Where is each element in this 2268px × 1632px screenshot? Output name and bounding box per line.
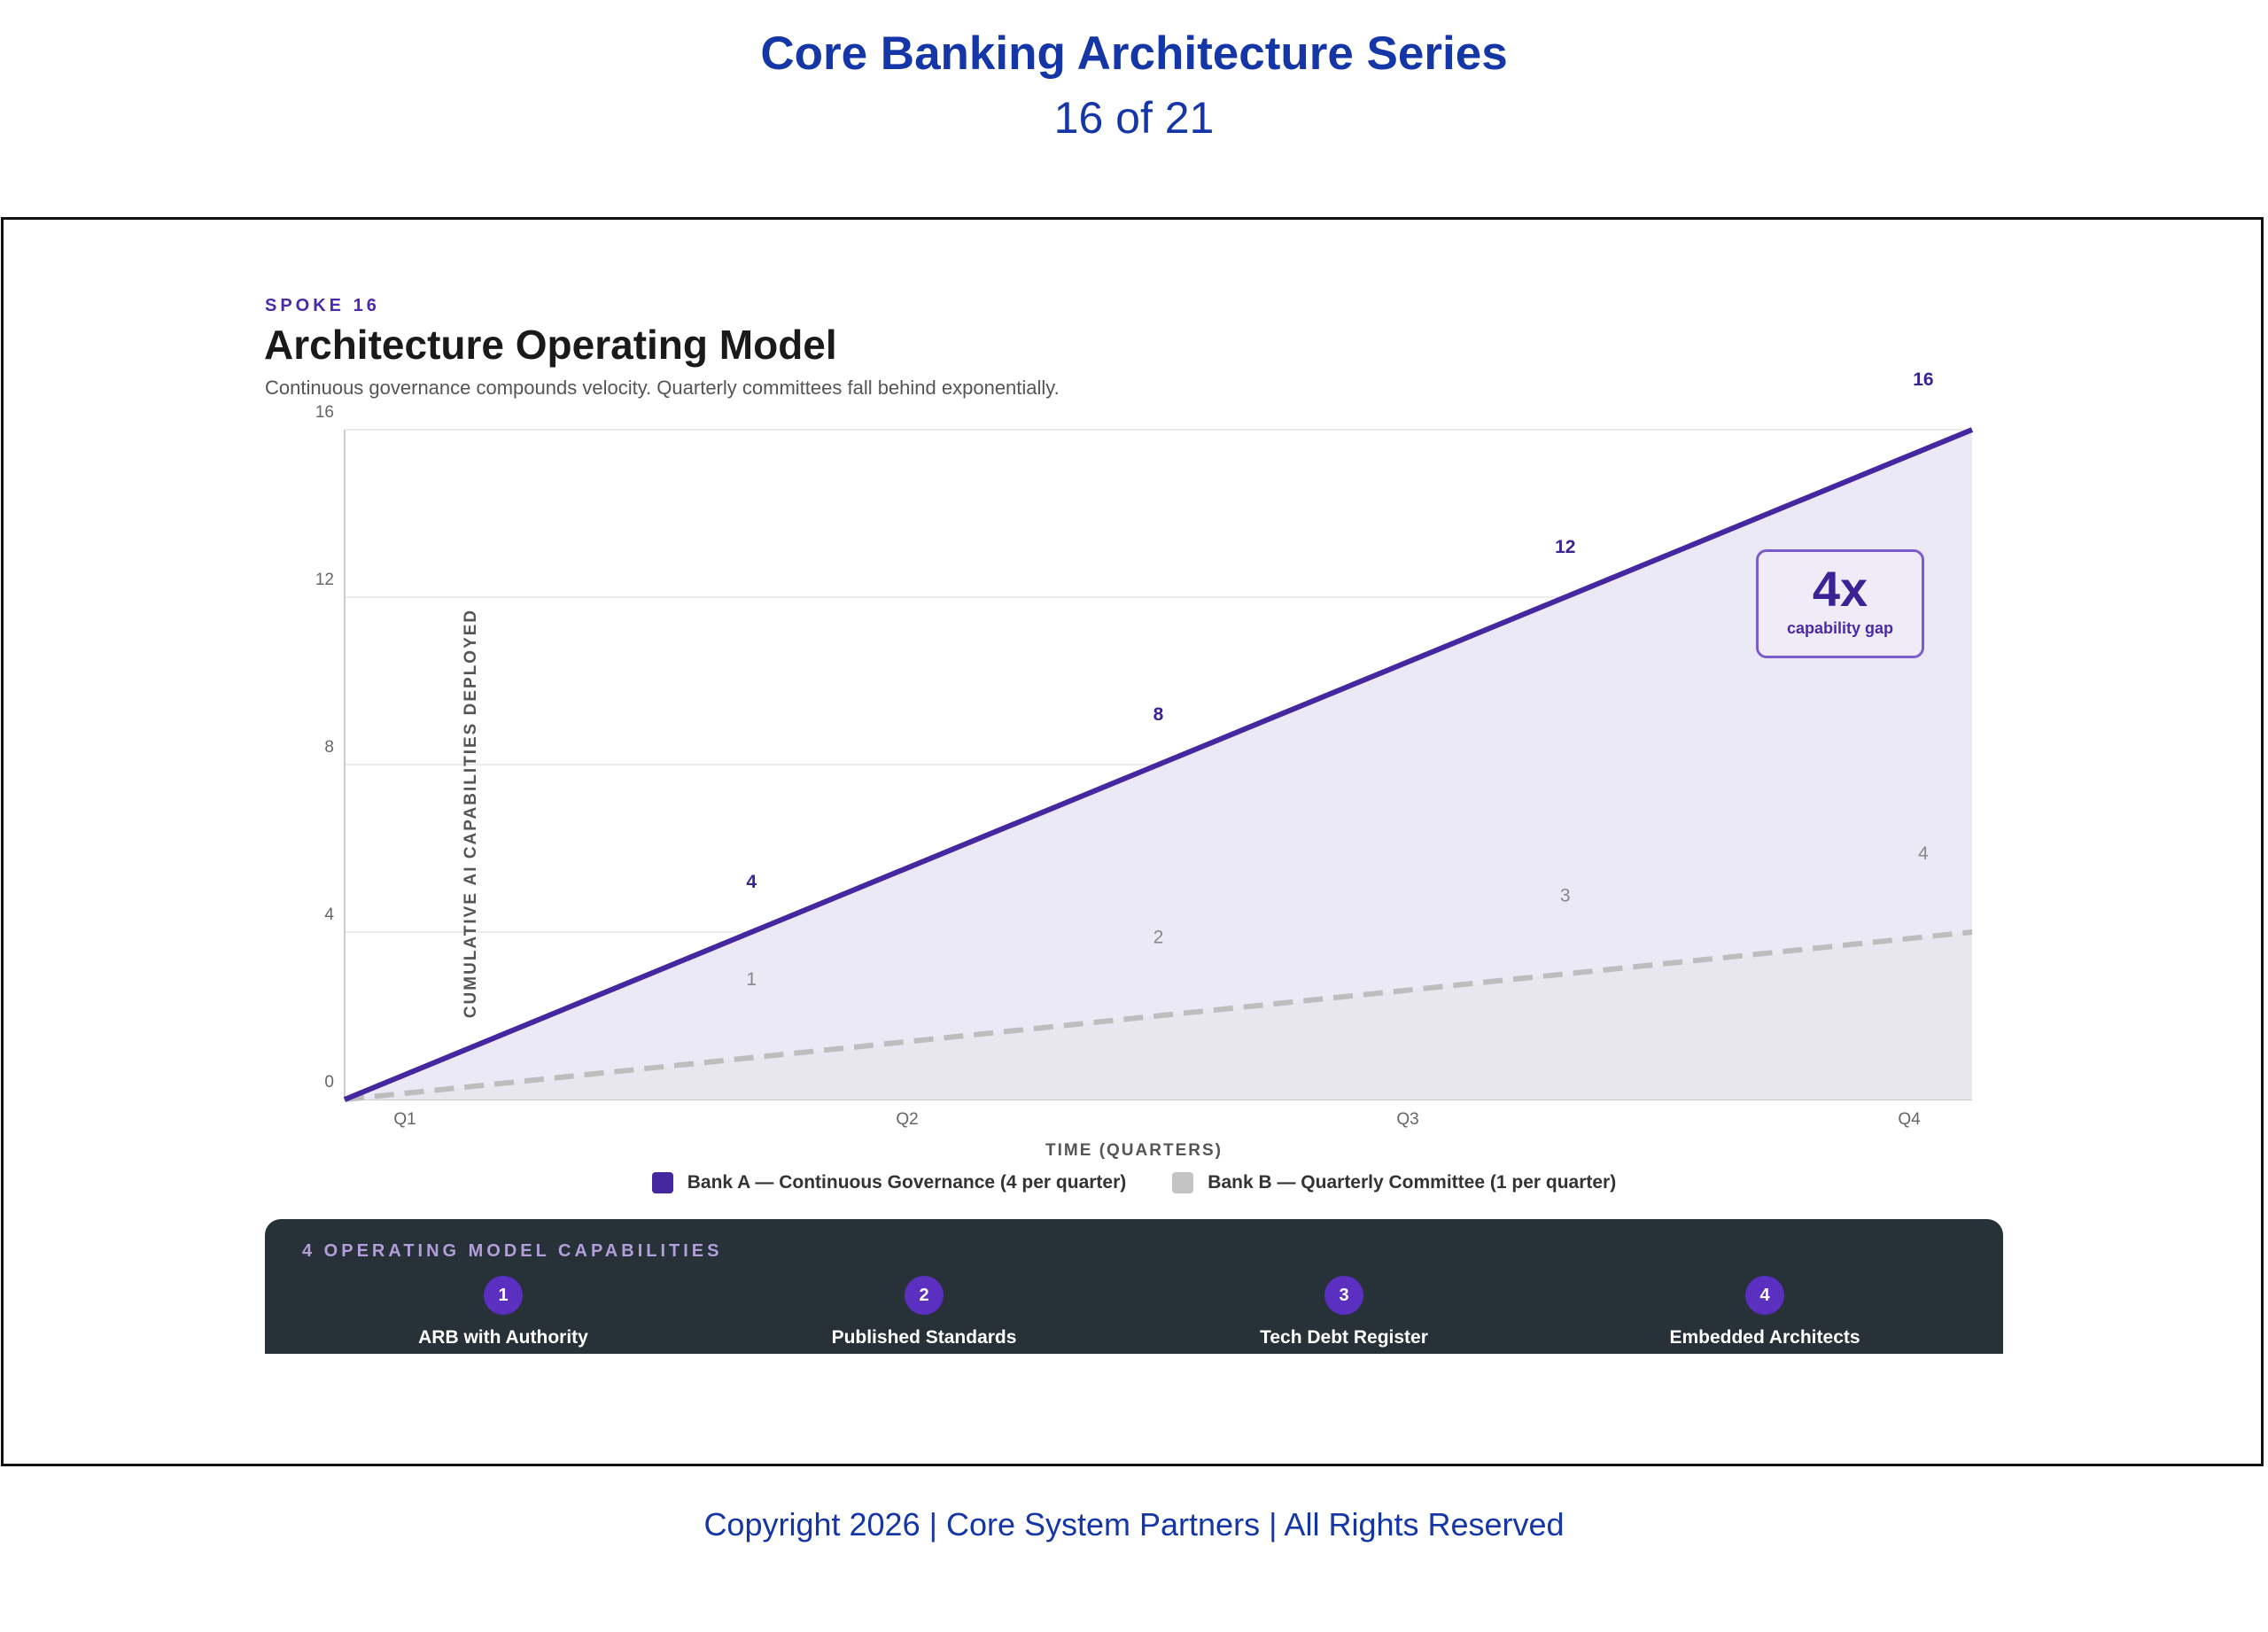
legend-item-bank-b: Bank B — Quarterly Committee (1 per quar… xyxy=(1172,1172,1616,1193)
bank-b-data-label: 4 xyxy=(1918,843,1929,864)
page-counter: 16 of 21 xyxy=(1053,93,1215,143)
y-tick-label: 0 xyxy=(324,1073,334,1092)
legend-item-bank-a: Bank A — Continuous Governance (4 per qu… xyxy=(651,1172,1127,1193)
capability-item: 3 Tech Debt Register xyxy=(1167,1276,1521,1348)
legend-swatch xyxy=(1172,1172,1194,1193)
bank-b-data-label: 1 xyxy=(746,969,757,990)
capability-number-badge: 2 xyxy=(905,1276,944,1315)
legend-swatch xyxy=(651,1172,673,1193)
bank-b-data-label: 2 xyxy=(1153,928,1164,948)
capability-item: 2 Published Standards xyxy=(747,1276,1101,1348)
x-tick-label: Q3 xyxy=(1396,1110,1418,1129)
series-title: Core Banking Architecture Series xyxy=(760,27,1508,80)
y-tick-label: 16 xyxy=(315,403,334,422)
capability-number-badge: 3 xyxy=(1324,1276,1363,1315)
gap-multiplier: 4x xyxy=(1812,561,1868,617)
bank-b-data-label: 3 xyxy=(1560,885,1571,905)
slide-subtitle: Continuous governance compounds velocity… xyxy=(265,377,1060,399)
slide-title: Architecture Operating Model xyxy=(264,322,837,368)
chart-legend: Bank A — Continuous Governance (4 per qu… xyxy=(0,1172,2268,1193)
y-tick-label: 4 xyxy=(324,905,334,924)
gap-caption: capability gap xyxy=(1786,619,1894,637)
capability-label: Embedded Architects xyxy=(1669,1327,1860,1348)
y-axis-title: CUMULATIVE AI CAPABILITIES DEPLOYED xyxy=(462,609,480,1018)
slide-frame xyxy=(1,217,2264,1466)
capability-label: Published Standards xyxy=(831,1327,1017,1348)
x-axis-title: TIME (QUARTERS) xyxy=(1045,1141,1223,1160)
bank-a-data-label: 16 xyxy=(1913,369,1933,390)
bank-a-data-label: 4 xyxy=(746,872,757,892)
capability-item: 1 ARB with Authority xyxy=(326,1276,680,1348)
capabilities-title: 4 OPERATING MODEL CAPABILITIES xyxy=(302,1241,723,1261)
bank-a-data-label: 12 xyxy=(1555,537,1575,557)
footer-copyright: Copyright 2026 | Core System Partners | … xyxy=(703,1506,1565,1543)
capability-gap-callout: 4x capability gap xyxy=(1756,549,1924,658)
bank-a-data-label: 8 xyxy=(1153,704,1164,725)
capability-label: ARB with Authority xyxy=(418,1327,588,1348)
y-tick-label: 12 xyxy=(315,571,334,589)
bank-b-line xyxy=(344,929,1973,1102)
capability-number-badge: 1 xyxy=(484,1276,523,1315)
x-tick-label: Q1 xyxy=(393,1110,416,1129)
capabilities-panel xyxy=(265,1219,2003,1354)
bank-a-line xyxy=(343,427,1974,1102)
x-tick-label: Q2 xyxy=(896,1110,918,1129)
legend-label: Bank A — Continuous Governance (4 per qu… xyxy=(687,1172,1127,1193)
eyebrow-label: SPOKE 16 xyxy=(265,296,380,315)
legend-label: Bank B — Quarterly Committee (1 per quar… xyxy=(1208,1172,1617,1193)
capability-label: Tech Debt Register xyxy=(1260,1327,1428,1348)
capability-item: 4 Embedded Architects xyxy=(1588,1276,1942,1348)
y-tick-label: 8 xyxy=(324,738,334,757)
x-tick-label: Q4 xyxy=(1898,1110,1921,1129)
capability-number-badge: 4 xyxy=(1745,1276,1784,1315)
